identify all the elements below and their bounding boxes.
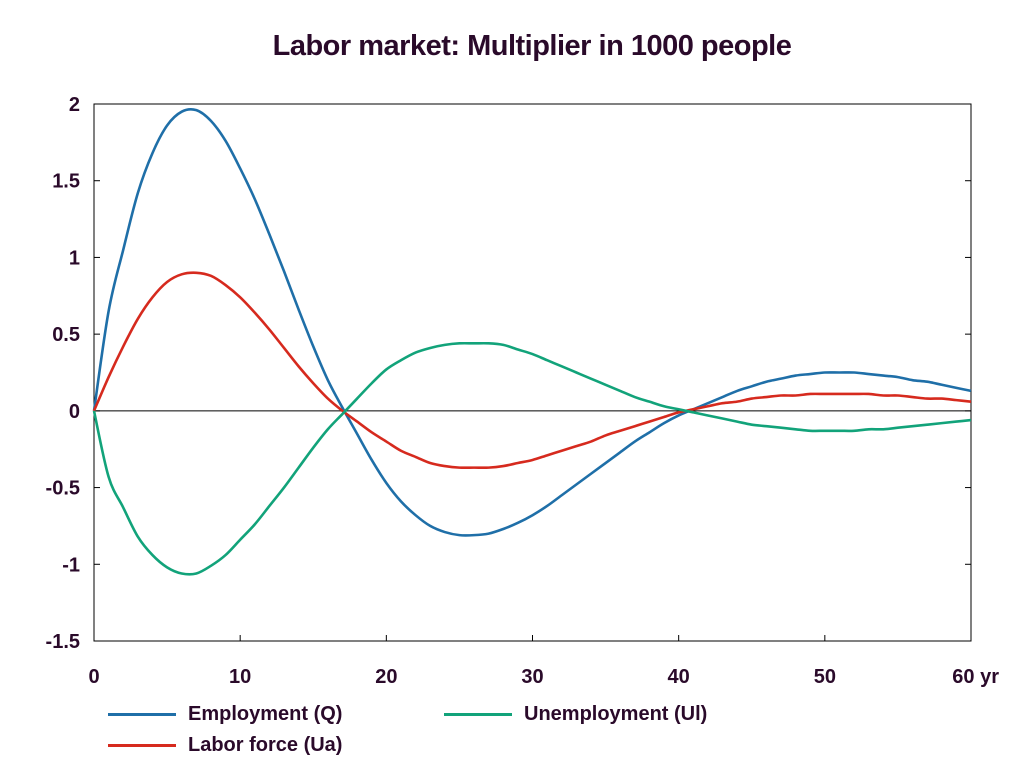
legend-item-labor-force: Labor force (Ua) [108,734,342,757]
y-tick-label: -1 [62,554,80,576]
x-tick-label: 60 yr [952,666,999,688]
x-tick-label: 50 [814,666,836,688]
legend-swatch-unemployment [444,713,512,716]
x-tick-label: 30 [521,666,543,688]
x-axis: 0 10 20 30 40 50 60 yr [88,635,999,688]
series-line-employment-q [92,107,972,537]
series-line-unemployment-ul [92,341,972,576]
y-axis: -1.5 -1 -0.5 0 0.5 1 1.5 2 [46,94,971,653]
legend-label-employment: Employment (Q) [188,703,343,725]
y-tick-label: 1.5 [52,171,80,193]
y-tick-label: 0.5 [52,324,80,346]
legend-item-unemployment: Unemployment (Ul) [444,703,707,726]
y-tick-label: 2 [69,94,80,116]
y-tick-label: 0 [69,401,80,423]
x-tick-label: 20 [375,666,397,688]
series-lines [92,107,972,576]
y-tick-label: -0.5 [46,478,80,500]
y-tick-label: -1.5 [46,631,80,653]
y-tick-label: 1 [69,247,80,269]
x-tick-label: 40 [668,666,690,688]
x-tick-label: 10 [229,666,251,688]
x-tick-label: 0 [88,666,99,688]
legend-swatch-labor-force [108,744,176,747]
legend-swatch-employment [108,713,176,716]
series-line-labor-force-ua [92,271,972,470]
legend-label-unemployment: Unemployment (Ul) [524,703,708,725]
chart-title: Labor market: Multiplier in 1000 people [272,30,792,62]
legend-label-labor-force: Labor force (Ua) [188,734,343,756]
legend-item-employment: Employment (Q) [108,703,342,726]
